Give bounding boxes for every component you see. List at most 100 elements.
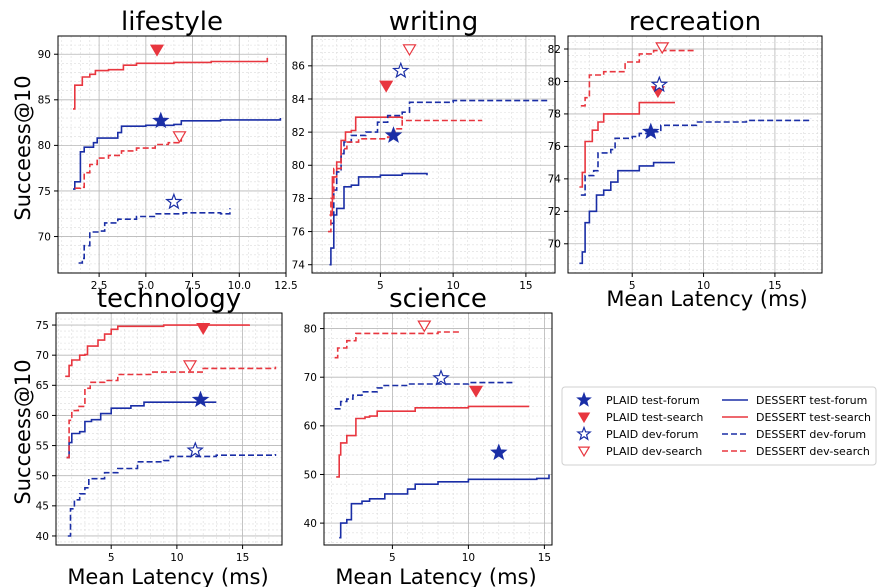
point-plaid-dev-search — [182, 360, 198, 373]
x-tick-label: 12.5 — [274, 280, 297, 292]
y-tick-label: 80 — [548, 76, 561, 88]
legend-box — [561, 386, 877, 466]
legend-label: PLAID test-forum — [606, 394, 700, 407]
legend-swatch — [576, 391, 592, 407]
series-dessert-dev-search — [74, 136, 183, 189]
point-plaid-test-search — [149, 44, 165, 57]
axes-frame — [57, 35, 287, 274]
series-dessert-dev-search — [334, 331, 462, 359]
x-tick-label: 5 — [377, 280, 384, 292]
x-tick-label: 5.0 — [137, 280, 154, 292]
y-tick-label: 60 — [304, 421, 317, 433]
y-tick-label: 70 — [38, 231, 51, 243]
legend-swatch — [577, 412, 591, 424]
x-tick-label: 10 — [446, 280, 459, 292]
panel-title: writing — [389, 7, 479, 37]
x-tick-label: 2.5 — [91, 280, 108, 292]
legend: PLAID test-forum PLAID test-search PLAID d… — [561, 386, 877, 466]
legend-label: DESSERT dev-search — [756, 445, 870, 458]
series-dessert-dev-forum — [334, 381, 515, 410]
y-tick-label: 60 — [36, 410, 49, 422]
point-plaid-dev-search — [402, 44, 417, 57]
x-tick-label: 15 — [236, 552, 249, 564]
y-tick-label: 65 — [36, 380, 49, 392]
legend-entry-dessert-dev-search: DESSERT dev-search — [722, 445, 870, 458]
legend-entry-dessert-test-search: DESSERT test-search — [722, 411, 871, 424]
y-tick-label: 75 — [38, 186, 51, 198]
y-tick-label: 86 — [292, 61, 306, 73]
y-tick-label: 70 — [548, 239, 561, 251]
x-tick-label: 10.0 — [228, 280, 251, 292]
point-plaid-dev-forum — [650, 75, 669, 93]
y-tick-label: 80 — [304, 323, 317, 335]
series-dessert-dev-forum — [67, 454, 277, 537]
point-plaid-dev-forum — [391, 61, 410, 79]
series-dessert-test-forum — [66, 401, 217, 459]
legend-entry-plaid-dev-search: PLAID dev-search — [577, 445, 702, 458]
point-plaid-dev-forum — [186, 441, 204, 458]
series-dessert-test-forum — [73, 118, 282, 190]
panel-title: recreation — [629, 7, 761, 37]
point-plaid-test-forum — [490, 443, 508, 461]
y-tick-label: 75 — [36, 320, 49, 332]
point-plaid-test-forum — [152, 111, 170, 129]
x-tick-label: 15 — [519, 280, 532, 292]
series-dessert-test-forum — [579, 161, 675, 265]
y-tick-label: 55 — [36, 440, 49, 452]
x-tick-label: 10 — [170, 552, 183, 564]
y-tick-label: 70 — [36, 350, 49, 362]
x-axis-label-technology: Mean Latency (ms) — [67, 565, 268, 587]
y-tick-label: 78 — [548, 109, 561, 121]
point-plaid-dev-search — [417, 320, 432, 333]
y-tick-label: 74 — [548, 174, 562, 186]
series-dessert-dev-forum — [78, 208, 231, 264]
series-dessert-dev-search — [580, 49, 697, 107]
point-plaid-dev-search — [172, 131, 187, 144]
x-tick-label: 15 — [768, 280, 781, 292]
legend-label: PLAID dev-search — [606, 445, 702, 458]
legend-swatch — [576, 425, 592, 441]
point-plaid-dev-forum — [165, 192, 183, 210]
panel-title: lifestyle — [121, 7, 223, 37]
panel-recreation: 5 10 15 70 72 74 76 78 80 82 recreation — [548, 7, 823, 292]
y-tick-label: 40 — [36, 531, 49, 543]
series-dessert-dev-search — [328, 119, 483, 233]
axes-frame — [567, 35, 823, 274]
legend-entry-dessert-dev-forum: DESSERT dev-forum — [722, 428, 866, 441]
legend-label: DESSERT test-search — [756, 411, 871, 424]
x-tick-label: 7.5 — [184, 280, 201, 292]
panel-technology: 5 10 15 40 45 50 55 60 65 70 75 technology — [36, 284, 283, 564]
series-dessert-dev-forum — [330, 99, 548, 225]
panel-title: science — [389, 284, 487, 314]
point-plaid-test-forum — [641, 122, 660, 140]
y-axis-label-top: Succeess@10 — [11, 75, 35, 220]
legend-label: DESSERT test-forum — [756, 394, 867, 407]
panel-title: technology — [97, 284, 241, 314]
series-dessert-dev-search — [66, 366, 277, 459]
x-tick-label: 5 — [108, 552, 115, 564]
panel-science: 5 10 15 40 50 60 70 80 science — [304, 284, 553, 564]
axes-frame — [323, 312, 553, 546]
axes-frame — [311, 35, 556, 274]
legend-entry-plaid-dev-forum: PLAID dev-forum — [576, 425, 699, 441]
legend-entry-plaid-test-search: PLAID test-search — [577, 411, 703, 424]
series-dessert-test-search — [329, 116, 403, 216]
legend-swatch — [577, 446, 591, 458]
axes-frame — [55, 312, 283, 546]
legend-entry-dessert-test-forum: DESSERT test-forum — [722, 394, 867, 407]
x-tick-label: 5 — [629, 280, 636, 292]
y-tick-label: 82 — [292, 127, 305, 139]
series-dessert-test-search — [65, 324, 250, 378]
legend-label: DESSERT dev-forum — [756, 428, 866, 441]
x-tick-label: 10 — [462, 552, 475, 564]
series-dessert-test-forum — [339, 474, 550, 539]
point-plaid-test-search — [379, 80, 394, 93]
point-plaid-test-search — [468, 385, 484, 398]
point-plaid-test-forum — [384, 126, 403, 143]
y-tick-label: 45 — [36, 501, 49, 513]
legend-entry-plaid-test-forum: PLAID test-forum — [576, 391, 700, 407]
y-tick-label: 50 — [304, 469, 317, 481]
x-axis-label-recreation: Mean Latency (ms) — [606, 287, 807, 311]
x-tick-label: 15 — [538, 552, 551, 564]
